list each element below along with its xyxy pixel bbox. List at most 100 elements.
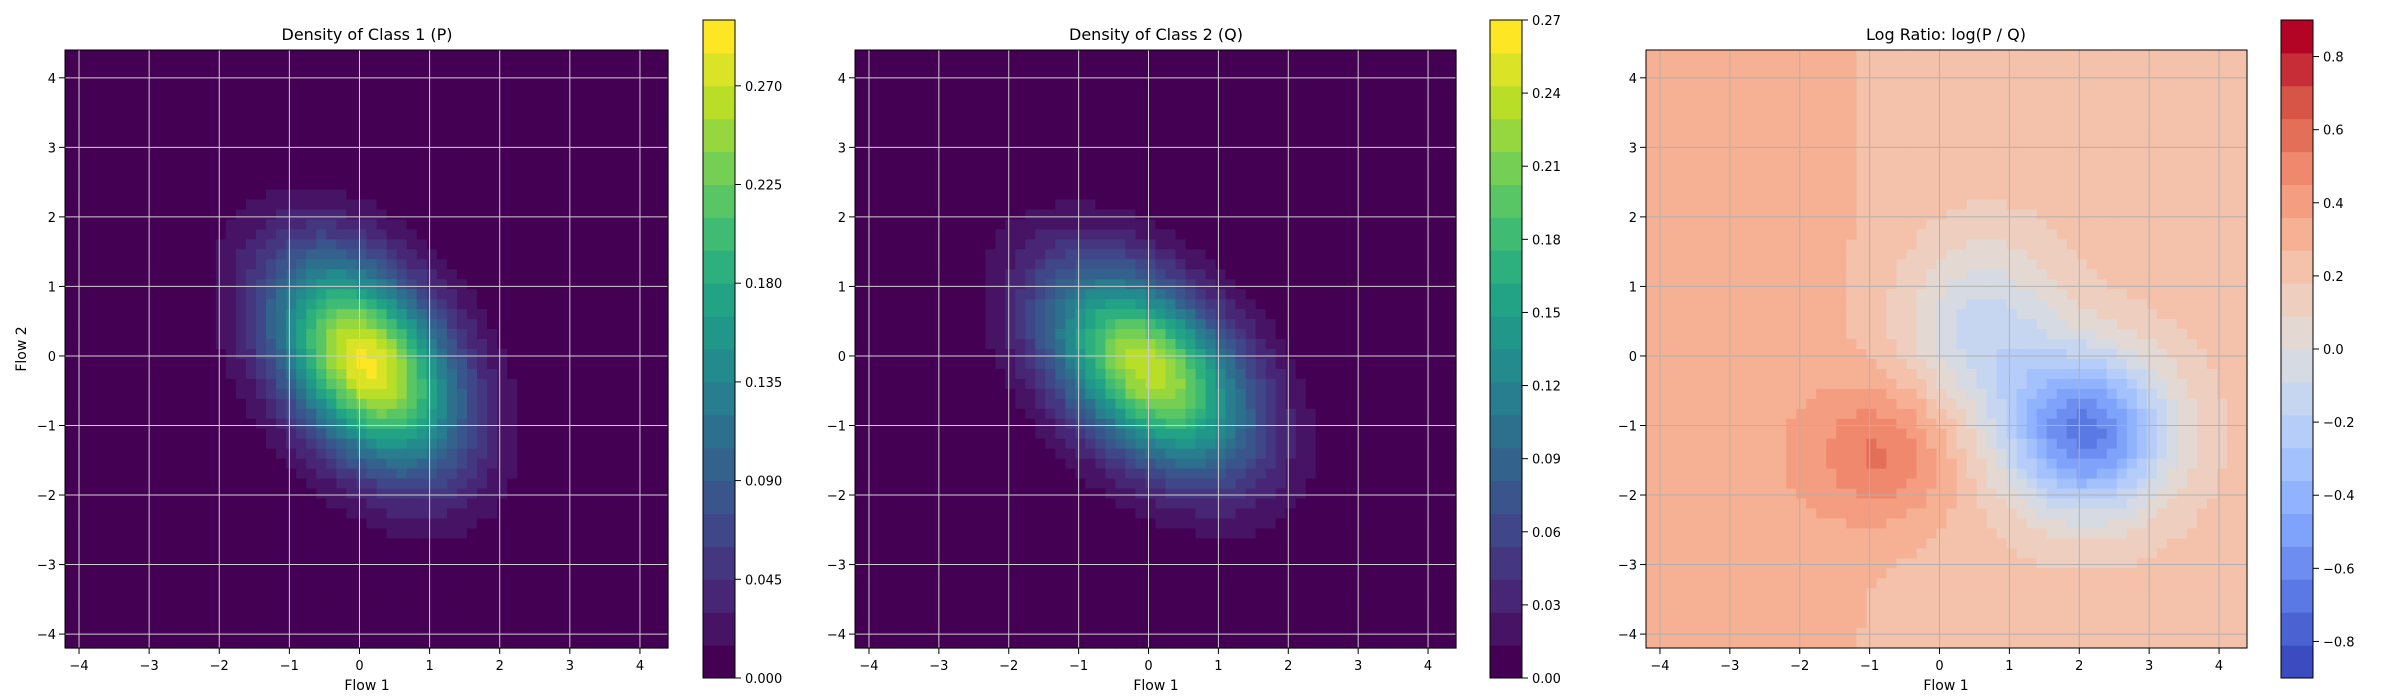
heat-cell xyxy=(1035,538,1046,549)
heat-cell xyxy=(567,608,579,619)
heat-cell xyxy=(935,498,946,510)
heat-cell xyxy=(145,159,157,171)
heat-cell xyxy=(985,309,996,320)
heat-cell xyxy=(296,578,307,589)
heat-cell xyxy=(1055,189,1066,201)
heat-cell xyxy=(985,468,996,480)
heat-cell xyxy=(1055,259,1066,270)
heat-cell xyxy=(1005,378,1016,390)
heat-cell xyxy=(105,368,116,380)
heat-cell xyxy=(915,329,926,340)
heat-cell xyxy=(1055,428,1066,440)
heat-cell xyxy=(105,159,116,171)
heat-cell xyxy=(65,558,76,569)
heat-cell xyxy=(567,89,579,101)
heat-cell xyxy=(386,388,398,400)
heat-cell xyxy=(65,269,76,280)
heat-cell xyxy=(547,159,559,171)
heat-cell xyxy=(895,139,906,151)
heat-cell xyxy=(386,319,398,330)
heat-cell xyxy=(245,358,257,370)
heat-cell xyxy=(235,69,247,81)
heat-cell xyxy=(567,329,579,340)
heat-cell xyxy=(945,388,956,400)
heat-cell xyxy=(617,50,629,61)
heat-cell xyxy=(607,358,619,370)
heat-cell xyxy=(175,289,187,300)
heat-cell xyxy=(547,129,559,141)
heat-cell xyxy=(155,259,167,270)
heat-cell xyxy=(155,498,167,510)
heat-cell xyxy=(925,608,936,619)
heat-cell xyxy=(965,618,976,629)
heat-cell xyxy=(895,189,906,201)
heat-cell xyxy=(195,129,207,141)
heat-cell xyxy=(497,578,508,589)
heat-cell xyxy=(346,289,358,300)
heat-cell xyxy=(895,368,906,380)
heat-cell xyxy=(396,488,408,500)
heat-cell xyxy=(386,229,398,240)
heat-cell xyxy=(155,438,167,450)
heat-cell xyxy=(885,309,896,320)
heat-cell xyxy=(547,349,559,360)
heat-cell xyxy=(185,568,197,579)
heat-cell xyxy=(135,458,146,470)
heat-cell xyxy=(205,358,217,370)
heat-cell xyxy=(85,259,96,270)
heat-cell xyxy=(915,558,926,569)
heat-cell xyxy=(225,309,237,320)
heat-cell xyxy=(577,408,589,420)
heat-cell xyxy=(925,179,936,191)
heat-cell xyxy=(965,269,976,280)
heat-cell xyxy=(905,408,916,420)
heat-cell xyxy=(215,269,227,280)
heat-cell xyxy=(75,299,86,310)
heat-cell xyxy=(985,249,996,260)
heat-cell xyxy=(75,588,86,599)
heat-cell xyxy=(487,79,498,91)
heat-cell xyxy=(85,548,96,559)
heat-cell xyxy=(456,329,468,340)
heat-cell xyxy=(1015,289,1026,300)
heat-cell xyxy=(105,468,116,480)
heat-cell xyxy=(376,129,388,141)
heat-cell xyxy=(507,568,518,579)
heat-cell xyxy=(225,299,237,310)
heat-cell xyxy=(567,149,579,161)
heat-cell xyxy=(885,249,896,260)
heat-cell xyxy=(1015,239,1026,250)
heat-cell xyxy=(185,299,197,310)
heat-cell xyxy=(607,578,619,589)
heat-cell xyxy=(195,358,207,370)
heat-cell xyxy=(145,598,157,609)
heat-cell xyxy=(105,638,116,649)
heat-cell xyxy=(306,179,317,191)
heat-cell xyxy=(905,349,916,360)
heat-cell xyxy=(406,448,418,460)
heat-cell xyxy=(587,428,599,440)
heat-cell xyxy=(225,438,237,450)
heat-cell xyxy=(286,518,297,529)
heat-cell xyxy=(507,299,518,310)
heat-cell xyxy=(497,608,508,619)
heat-cell xyxy=(205,478,217,490)
heat-cell xyxy=(1015,358,1026,370)
heat-cell xyxy=(627,458,639,470)
heat-cell xyxy=(527,69,538,81)
heat-cell xyxy=(125,358,136,370)
heat-cell xyxy=(125,368,136,380)
heat-cell xyxy=(647,598,659,609)
heat-cell xyxy=(527,99,538,111)
heat-cell xyxy=(1035,129,1046,141)
x-ticks: −4 −3 −2 −1 0 1 2 3 4 xyxy=(69,648,644,674)
heat-cell xyxy=(587,119,599,131)
heat-cell xyxy=(95,139,106,151)
heat-cell xyxy=(855,608,866,619)
heat-cell xyxy=(597,249,609,260)
heat-cell xyxy=(316,388,327,400)
heat-cell xyxy=(115,598,126,609)
heat-cell xyxy=(85,628,96,639)
heat-cell xyxy=(587,548,599,559)
heat-cell xyxy=(85,59,96,71)
